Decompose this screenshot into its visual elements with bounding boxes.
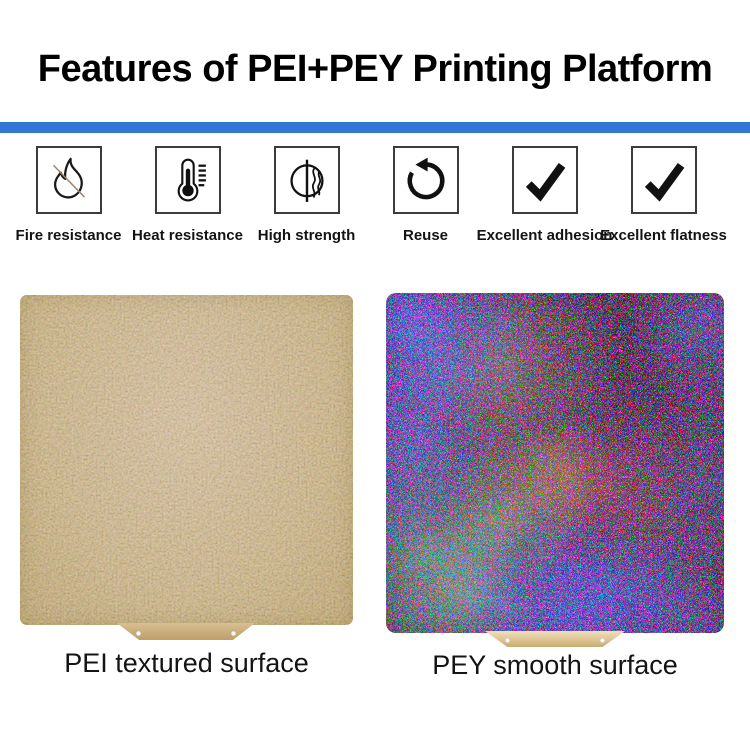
- pey-caption: PEY smooth surface: [432, 650, 678, 680]
- reuse-arrow-icon: [407, 157, 445, 200]
- plate-mounting-tab: [117, 623, 255, 640]
- feature-icon-box: [273, 146, 340, 214]
- feature-item-heat-resistance: Heat resistance: [128, 146, 247, 244]
- feature-icon-box: [392, 146, 459, 214]
- tab-hole: [230, 630, 236, 636]
- feature-label: Heat resistance: [132, 227, 243, 244]
- thermometer-icon: [177, 158, 206, 202]
- tab-hole: [504, 638, 510, 644]
- feature-label: High strength: [257, 227, 356, 244]
- checkmark-icon: [644, 162, 684, 202]
- feature-row: Fire resistance Heat resistance: [9, 146, 727, 244]
- feature-item-reuse: Reuse: [366, 146, 485, 244]
- tab-hole: [600, 638, 606, 644]
- texture-sparkle-layer: [386, 293, 724, 633]
- checkmark-icon: [525, 162, 565, 202]
- tab-hole: [136, 630, 142, 636]
- feature-icon-box: [630, 146, 697, 214]
- feature-icon-box: [511, 146, 578, 214]
- feature-label: Fire resistance: [15, 227, 122, 244]
- feature-item-excellent-adhesion: Excellent adhesion: [477, 146, 612, 244]
- feature-item-fire-resistance: Fire resistance: [9, 146, 128, 244]
- feature-label: Reuse: [402, 227, 449, 244]
- high-strength-icon: [289, 159, 324, 202]
- pei-caption: PEI textured surface: [64, 648, 309, 678]
- feature-icon-box: [35, 146, 102, 214]
- feature-item-excellent-flatness: Excellent flatness: [600, 146, 727, 244]
- plate-mounting-tab: [485, 631, 625, 647]
- feature-label: Excellent flatness: [600, 227, 727, 244]
- fire-resistance-icon: [52, 157, 85, 199]
- pey-plate-image: [386, 293, 724, 633]
- texture-sparkle-layer: [20, 295, 353, 625]
- feature-label: Excellent adhesion: [476, 227, 613, 244]
- title-divider-bar: [0, 122, 750, 133]
- pei-plate-image: [20, 295, 353, 625]
- feature-icon-box: [154, 146, 221, 214]
- page-title: Features of PEI+PEY Printing Platform: [37, 48, 713, 90]
- feature-item-high-strength: High strength: [247, 146, 366, 244]
